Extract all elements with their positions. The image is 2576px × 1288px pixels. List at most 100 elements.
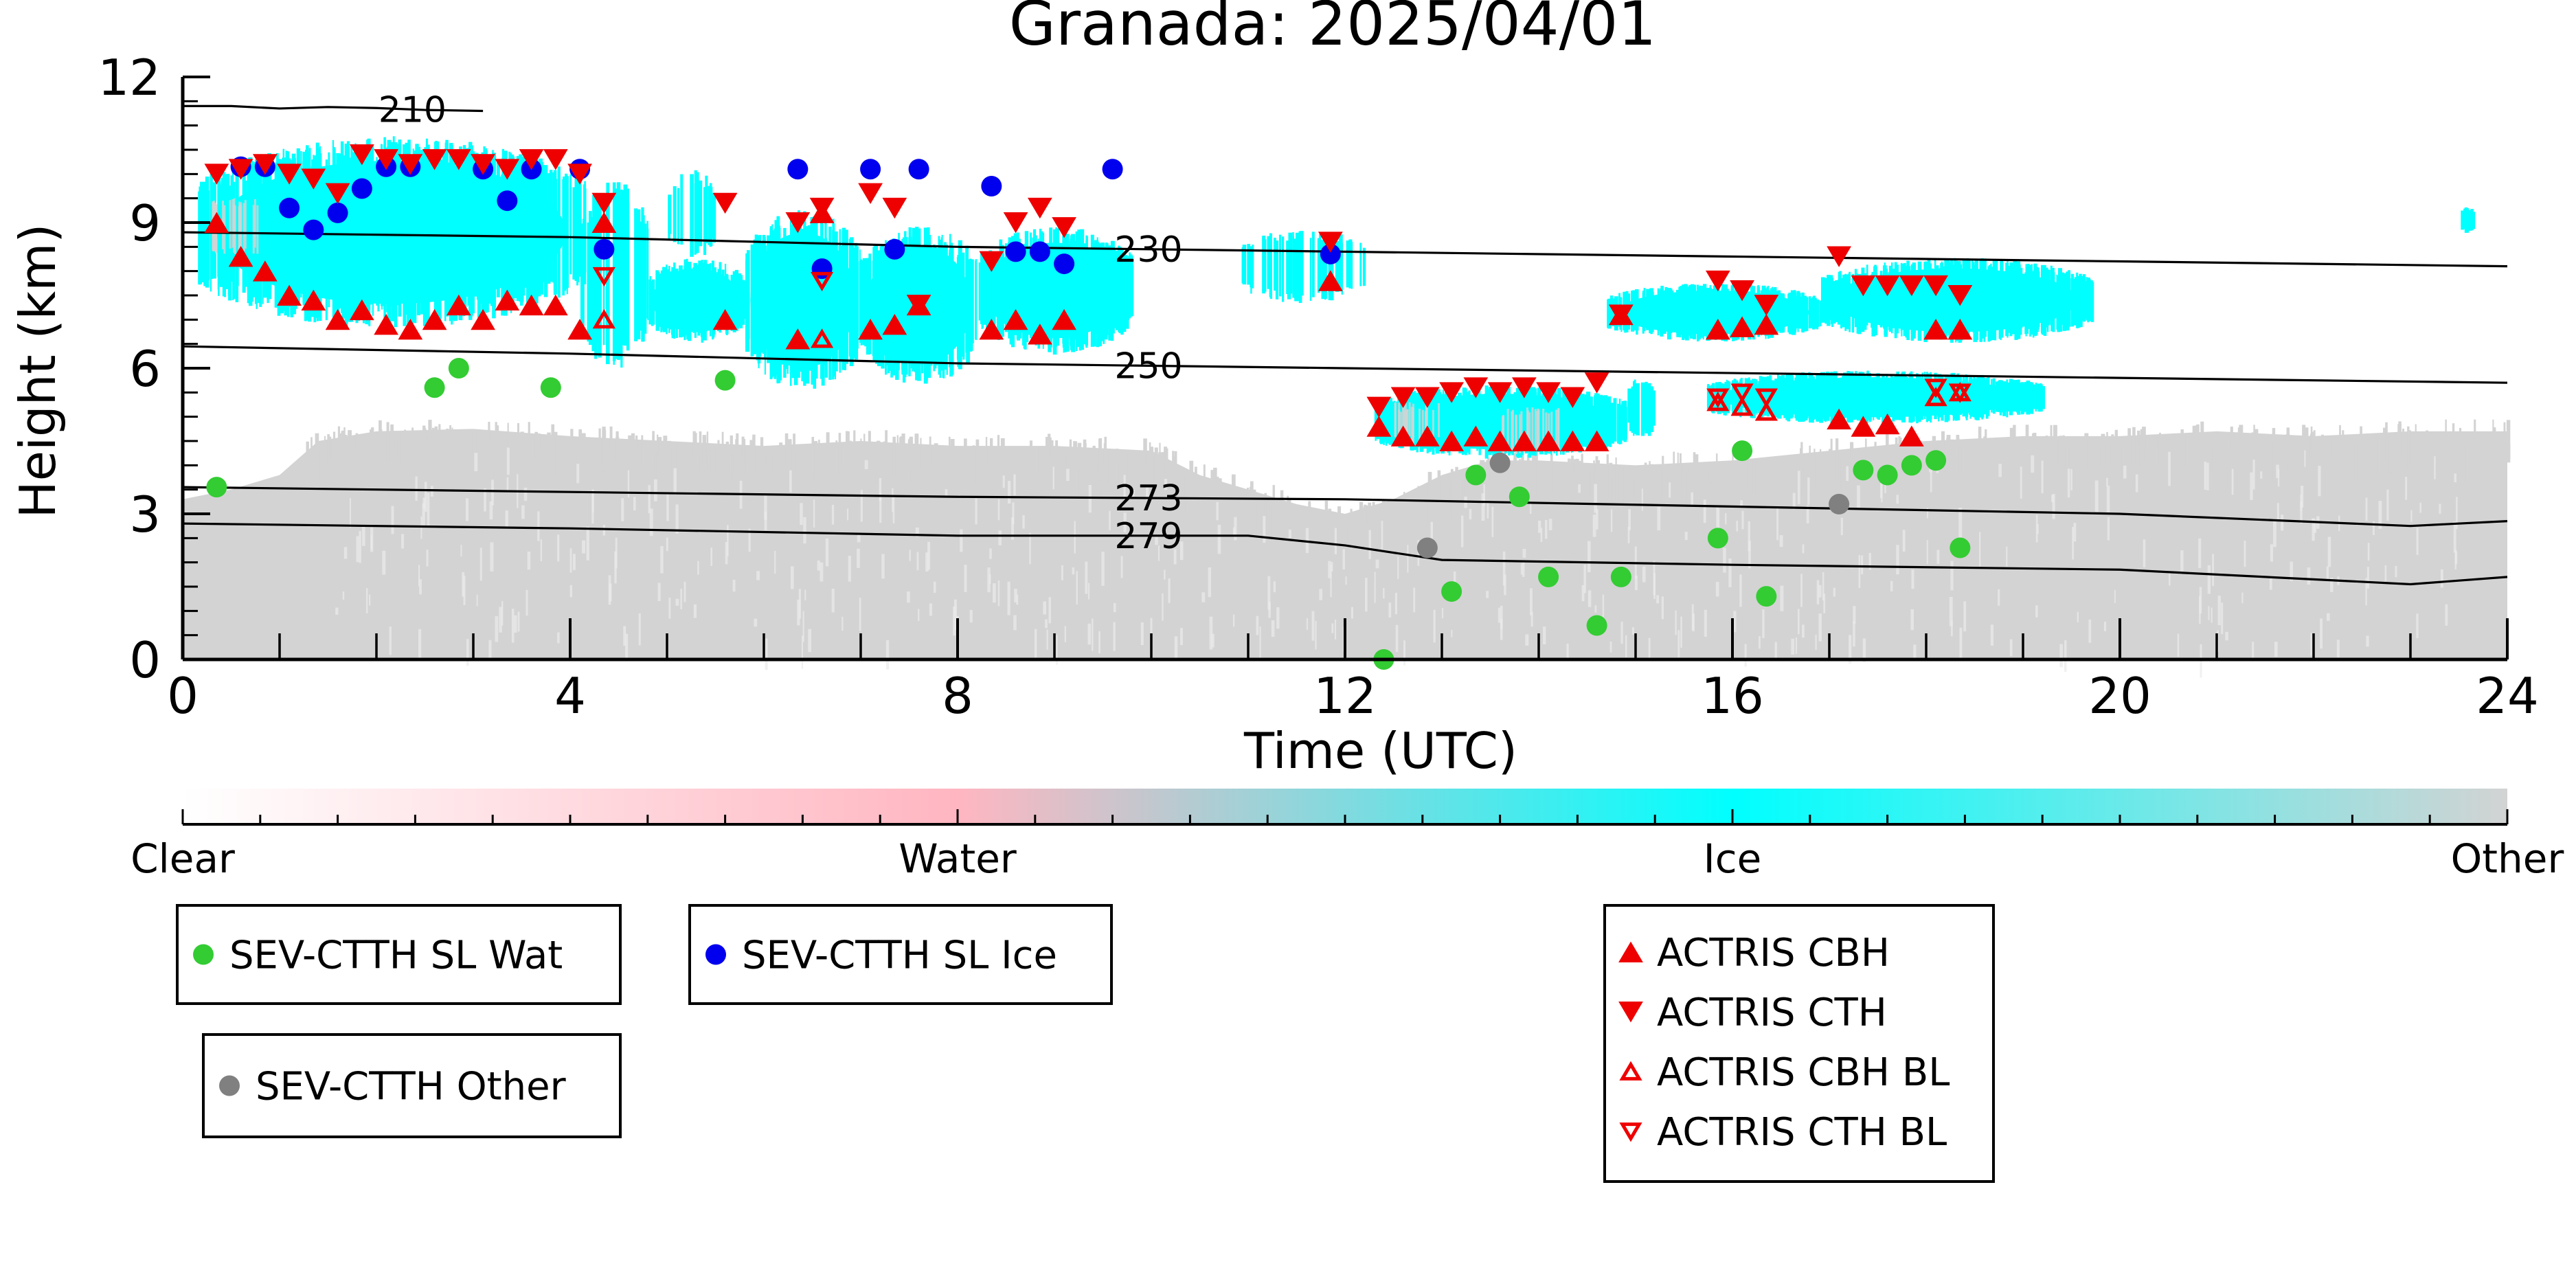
other-cloud-streak — [1486, 591, 1489, 598]
ice-cloud-streak — [1960, 270, 1963, 341]
ice-cloud-streak — [1794, 377, 1797, 418]
ice-cloud-streak — [2037, 271, 2040, 328]
ice-cloud-streak — [2065, 275, 2070, 328]
other-cloud-streak — [696, 447, 700, 474]
other-cloud-streak — [892, 488, 894, 512]
other-cloud-streak — [1383, 588, 1385, 599]
ice-cloud-streak — [1129, 252, 1131, 319]
data-point — [1924, 387, 1947, 407]
other-cloud-streak — [1388, 602, 1392, 618]
other-cloud-streak — [1140, 622, 1144, 646]
ice-cloud-streak — [528, 155, 530, 289]
other-cloud-streak — [1638, 476, 1641, 501]
other-cloud-streak — [1397, 556, 1399, 579]
other-cloud-streak — [1066, 468, 1070, 482]
other-cloud-streak — [335, 607, 339, 615]
other-cloud-streak — [1557, 472, 1561, 512]
ice-cloud-streak — [934, 247, 937, 369]
ice-cloud-streak — [2024, 383, 2026, 412]
other-cloud-streak — [1809, 445, 1811, 462]
ice-cloud-streak — [814, 234, 816, 380]
other-cloud-streak — [404, 429, 407, 470]
series-actris-cth — [204, 144, 1973, 418]
ice-cloud-streak — [198, 191, 201, 285]
data-point — [1754, 401, 1778, 421]
other-cloud-streak — [864, 460, 868, 470]
other-cloud-streak — [1203, 464, 1206, 506]
ice-cloud-streak — [784, 239, 789, 370]
other-cloud-streak — [1610, 509, 1613, 532]
ice-cloud-streak — [1670, 289, 1673, 333]
ice-cloud-streak — [771, 230, 775, 376]
other-cloud-streak — [411, 427, 414, 444]
ice-cloud-streak — [462, 166, 466, 317]
ice-cloud-streak — [557, 166, 561, 298]
data-point — [1875, 413, 1900, 435]
other-cloud-streak — [1853, 606, 1856, 624]
ice-cloud-streak — [383, 137, 386, 321]
other-cloud-streak — [2231, 468, 2234, 495]
ice-cloud-streak — [313, 159, 317, 323]
data-point — [1027, 197, 1052, 219]
ice-cloud-streak — [1735, 286, 1738, 341]
other-cloud-streak — [2405, 477, 2408, 500]
other-cloud-streak — [656, 434, 659, 459]
other-cloud-streak — [2200, 421, 2204, 447]
other-cloud-streak — [1684, 472, 1687, 512]
other-cloud-streak — [1146, 451, 1149, 471]
other-cloud-streak — [2452, 423, 2455, 462]
data-point — [351, 178, 372, 199]
other-cloud-streak — [1910, 609, 1914, 631]
ice-cloud-streak — [1685, 289, 1689, 337]
ice-cloud-streak — [1504, 394, 1506, 454]
data-point — [424, 377, 445, 398]
other-cloud-streak — [2330, 577, 2334, 593]
data-point — [1439, 430, 1464, 451]
ice-cloud-streak — [453, 166, 457, 321]
ice-cloud-streak — [1847, 372, 1851, 417]
other-cloud-streak — [623, 440, 626, 479]
other-cloud-streak — [702, 435, 707, 452]
ice-cloud-streak — [1874, 264, 1877, 330]
data-point — [398, 319, 423, 340]
ice-cloud-streak — [634, 208, 638, 341]
other-cloud-streak — [1026, 448, 1030, 486]
ice-cloud-streak — [1065, 234, 1070, 352]
other-cloud-streak — [1168, 578, 1171, 603]
data-point — [301, 168, 326, 190]
ice-cloud-streak — [1745, 379, 1750, 414]
ice-cloud-streak — [1876, 373, 1880, 419]
other-cloud-streak — [1491, 506, 1494, 537]
data-point — [1416, 537, 1438, 558]
ice-cloud-streak — [1817, 300, 1820, 327]
other-cloud-streak — [317, 449, 320, 479]
other-cloud-streak — [2493, 427, 2496, 457]
other-cloud-streak — [389, 626, 392, 655]
other-cloud-streak — [1829, 449, 1831, 474]
other-cloud-streak — [1124, 453, 1128, 479]
legend-entry-label: ACTRIS CBH BL — [1657, 1050, 1950, 1095]
data-point — [1027, 324, 1052, 345]
other-cloud-streak — [2360, 426, 2362, 450]
ice-cloud-streak — [539, 181, 543, 287]
data-point — [591, 192, 617, 214]
ice-cloud-streak — [1894, 266, 1897, 335]
ice-cloud-streak — [2040, 383, 2042, 411]
other-cloud-streak — [1774, 642, 1777, 660]
other-cloud-streak — [382, 550, 386, 575]
other-cloud-streak — [1543, 464, 1546, 487]
other-cloud-streak — [1741, 469, 1744, 499]
other-cloud-streak — [1173, 469, 1176, 512]
other-cloud-streak — [2121, 446, 2125, 479]
other-cloud-streak — [791, 444, 795, 480]
ice-cloud-streak — [724, 264, 727, 326]
other-cloud-streak — [2380, 442, 2384, 463]
other-cloud-streak — [841, 616, 844, 631]
other-cloud-streak — [2072, 526, 2074, 560]
ice-cloud-streak — [1890, 262, 1893, 334]
other-cloud-streak — [1249, 486, 1252, 528]
other-cloud-streak — [1691, 463, 1693, 495]
other-cloud-streak — [877, 440, 881, 478]
other-cloud-streak — [465, 498, 469, 521]
